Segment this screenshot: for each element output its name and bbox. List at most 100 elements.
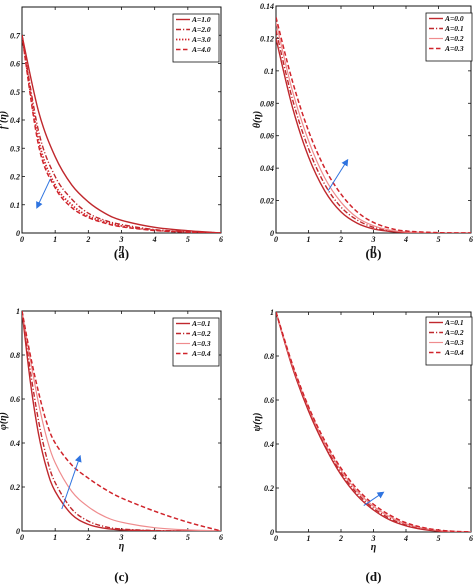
y-tick-label: 0.6 bbox=[10, 60, 20, 69]
series-line bbox=[276, 312, 471, 532]
legend-entry: A=4.0 bbox=[191, 45, 211, 54]
panel-caption: (b) bbox=[366, 246, 382, 261]
series-line bbox=[22, 35, 221, 233]
x-tick-label: 0 bbox=[274, 235, 278, 244]
y-tick-label: 0.12 bbox=[260, 34, 274, 43]
y-tick-label: 0.02 bbox=[260, 197, 274, 206]
y-tick-label: 0 bbox=[16, 527, 20, 536]
y-tick-label: 0.4 bbox=[264, 440, 274, 449]
series-line bbox=[276, 38, 471, 233]
panel-a: 0 1 2 3 4 5 6 0 0.1 0.2 0.3 0.4 0.5 0.6 0.7 η f′(η) (a) A=… bbox=[0, 6, 223, 261]
series-line bbox=[22, 35, 221, 233]
x-tick-label: 4 bbox=[403, 534, 408, 543]
y-tick-label: 0.2 bbox=[264, 484, 274, 493]
legend-box bbox=[425, 316, 473, 366]
x-tick-label: 6 bbox=[469, 235, 473, 244]
legend-entry: A=0.3 bbox=[191, 339, 211, 348]
x-tick-label: 2 bbox=[85, 235, 90, 244]
y-tick-label: 0.1 bbox=[10, 201, 20, 210]
y-tick-label: 0.08 bbox=[260, 99, 274, 108]
x-axis-label: η bbox=[371, 542, 377, 553]
series-line bbox=[22, 35, 221, 233]
y-tick-label: 0 bbox=[16, 229, 20, 238]
legend-entry: A=0.4 bbox=[191, 349, 211, 358]
series-line bbox=[22, 311, 221, 531]
series-line bbox=[22, 35, 221, 233]
legend-entry: A=0.2 bbox=[444, 328, 464, 337]
y-tick-label: 1 bbox=[16, 307, 20, 316]
x-tick-label: 3 bbox=[371, 235, 376, 244]
x-tick-label: 5 bbox=[437, 534, 441, 543]
y-tick-label: 0 bbox=[270, 229, 274, 238]
y-tick-label: 0.06 bbox=[260, 132, 274, 141]
legend-entry: A=2.0 bbox=[191, 25, 211, 34]
x-tick-label: 0 bbox=[274, 534, 278, 543]
x-tick-label: 0 bbox=[20, 235, 24, 244]
panel-d: 0 1 2 3 4 5 600.20.40.60.81ηψ(η)(d)A=0.1A=0.2A… bbox=[252, 308, 473, 584]
y-tick-label: 0.7 bbox=[10, 31, 21, 40]
legend-entry: A=0.0 bbox=[444, 14, 464, 23]
y-tick-label: 0.04 bbox=[260, 164, 274, 173]
x-tick-label: 2 bbox=[85, 533, 90, 542]
y-tick-label: 0.4 bbox=[10, 116, 20, 125]
panel-caption: (d) bbox=[366, 569, 382, 584]
x-tick-label: 0 bbox=[20, 533, 24, 542]
x-tick-label: 4 bbox=[152, 533, 157, 542]
y-tick-label: 0.2 bbox=[10, 173, 20, 182]
y-axis-label: f′(η) bbox=[0, 111, 9, 129]
y-tick-label: 0.2 bbox=[10, 483, 20, 492]
legend-box bbox=[172, 317, 220, 367]
y-tick-label: 0.3 bbox=[10, 144, 20, 153]
trend-arrow bbox=[36, 179, 51, 209]
series-line bbox=[276, 312, 471, 532]
x-tick-label: 4 bbox=[152, 235, 157, 244]
x-tick-label: 2 bbox=[338, 235, 343, 244]
x-tick-label: 1 bbox=[53, 235, 57, 244]
legend-entry: A=0.2 bbox=[444, 34, 464, 43]
y-tick-label: 0.6 bbox=[10, 395, 20, 404]
trend-arrow bbox=[61, 454, 82, 510]
y-tick-label: 0.5 bbox=[10, 88, 20, 97]
legend-entry: A=0.3 bbox=[444, 44, 464, 53]
x-tick-label: 3 bbox=[371, 534, 376, 543]
panel-c: 0 1 2 3 4 5 600.20.40.60.81ηφ(η)(c)A=0.1A=0.2A… bbox=[0, 307, 223, 584]
y-tick-label: 0 bbox=[270, 528, 274, 537]
y-tick-label: 0.8 bbox=[10, 351, 20, 360]
y-tick-label: 0.1 bbox=[264, 67, 274, 76]
y-tick-label: 0.8 bbox=[264, 352, 274, 361]
legend-entry: A=0.2 bbox=[191, 329, 211, 338]
x-tick-label: 6 bbox=[469, 534, 473, 543]
y-axis-label: φ(η) bbox=[0, 412, 9, 430]
trend-arrow bbox=[327, 158, 349, 192]
x-tick-label: 3 bbox=[119, 235, 124, 244]
y-tick-label: 0.4 bbox=[10, 439, 20, 448]
legend-entry: A=3.0 bbox=[191, 35, 211, 44]
legend-entry: A=0.1 bbox=[191, 319, 211, 328]
series-line bbox=[22, 311, 221, 531]
x-axis-label: η bbox=[371, 243, 377, 254]
x-tick-label: 1 bbox=[307, 235, 311, 244]
legend-entry: A=0.1 bbox=[444, 318, 464, 327]
legend-entry: A=0.3 bbox=[444, 338, 464, 347]
y-tick-label: 1 bbox=[270, 308, 274, 317]
x-tick-label: 5 bbox=[186, 533, 190, 542]
y-axis-label: ψ(η) bbox=[252, 413, 263, 432]
legend-box bbox=[172, 13, 220, 63]
legend-box bbox=[425, 12, 473, 62]
panel-caption: (a) bbox=[114, 246, 129, 261]
x-tick-label: 4 bbox=[403, 235, 408, 244]
x-axis-label: η bbox=[119, 243, 125, 254]
legend-entry: A=0.1 bbox=[444, 24, 464, 33]
x-tick-label: 5 bbox=[437, 235, 441, 244]
x-tick-label: 6 bbox=[219, 533, 223, 542]
trend-arrow bbox=[363, 491, 385, 507]
panel-b: 0 1 2 3 4 5 6 0 0.02 0.04 0.06 0.08 0.1 0.12 0.14 η θ(η)… bbox=[252, 2, 473, 261]
x-tick-label: 5 bbox=[186, 235, 190, 244]
x-tick-label: 1 bbox=[53, 533, 57, 542]
legend-entry: A=1.0 bbox=[191, 15, 211, 24]
legend-entry: A=0.4 bbox=[444, 348, 464, 357]
y-axis-label: θ(η) bbox=[252, 111, 263, 128]
series-line bbox=[22, 311, 221, 531]
y-tick-label: 0.6 bbox=[264, 396, 274, 405]
